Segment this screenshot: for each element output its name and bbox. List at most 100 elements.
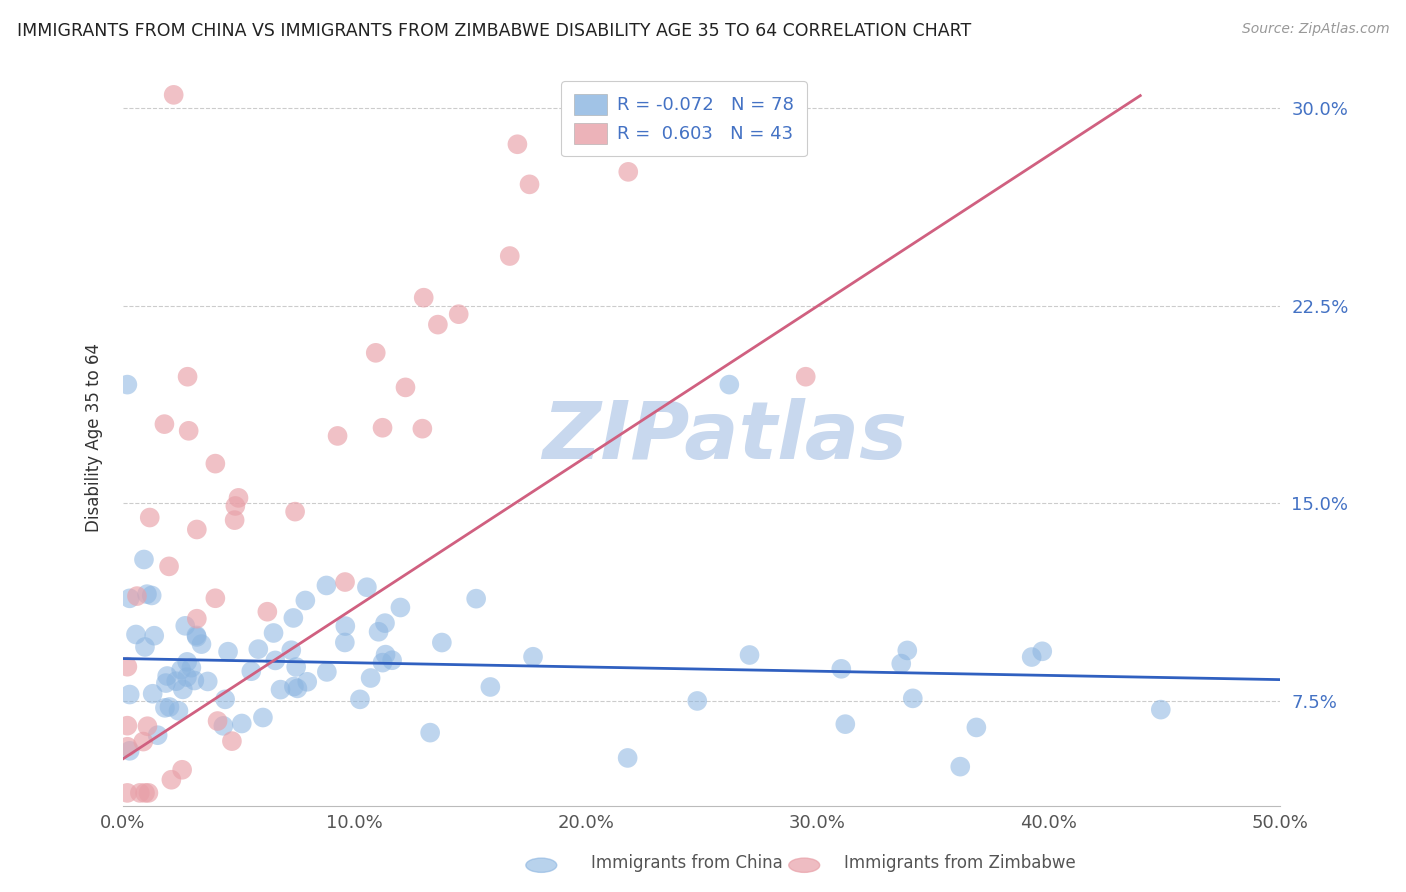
Point bbox=[285, 660, 308, 674]
Point bbox=[212, 719, 235, 733]
Point bbox=[430, 635, 453, 649]
Point bbox=[738, 648, 761, 662]
Point bbox=[186, 628, 208, 642]
Point bbox=[117, 719, 139, 733]
Point bbox=[419, 725, 441, 739]
Point bbox=[141, 589, 163, 603]
Point bbox=[465, 591, 488, 606]
Point bbox=[217, 645, 239, 659]
Point bbox=[177, 424, 200, 438]
Point bbox=[412, 291, 434, 305]
Point bbox=[1031, 644, 1053, 658]
Point bbox=[890, 657, 912, 671]
Point bbox=[117, 659, 139, 673]
Point bbox=[132, 552, 155, 566]
Point bbox=[180, 661, 202, 675]
Point bbox=[183, 673, 205, 688]
Point bbox=[447, 307, 470, 321]
Point bbox=[165, 674, 187, 689]
Point bbox=[617, 165, 640, 179]
Point bbox=[834, 717, 856, 731]
Point bbox=[360, 671, 382, 685]
Point bbox=[186, 630, 208, 644]
Point bbox=[247, 642, 270, 657]
Point bbox=[176, 655, 198, 669]
Point bbox=[118, 591, 141, 606]
Point bbox=[118, 744, 141, 758]
Point bbox=[153, 701, 176, 715]
Point bbox=[333, 574, 356, 589]
Point bbox=[224, 513, 246, 527]
Point bbox=[132, 734, 155, 748]
Point bbox=[186, 612, 208, 626]
Point bbox=[136, 587, 159, 601]
Point bbox=[686, 694, 709, 708]
Point bbox=[155, 676, 177, 690]
Point bbox=[160, 772, 183, 787]
Text: Immigrants from China: Immigrants from China bbox=[591, 855, 782, 872]
Point bbox=[965, 720, 987, 734]
Point bbox=[186, 523, 208, 537]
Point bbox=[256, 605, 278, 619]
Point bbox=[294, 593, 316, 607]
Point bbox=[326, 429, 349, 443]
Point bbox=[264, 653, 287, 667]
Point bbox=[172, 682, 194, 697]
Point bbox=[134, 786, 156, 800]
Point bbox=[411, 422, 433, 436]
Point bbox=[207, 714, 229, 728]
Point bbox=[394, 380, 416, 394]
Point bbox=[224, 499, 246, 513]
Point bbox=[204, 457, 226, 471]
Point bbox=[204, 591, 226, 606]
Point bbox=[197, 674, 219, 689]
Text: IMMIGRANTS FROM CHINA VS IMMIGRANTS FROM ZIMBABWE DISABILITY AGE 35 TO 64 CORREL: IMMIGRANTS FROM CHINA VS IMMIGRANTS FROM… bbox=[17, 22, 972, 40]
Point bbox=[214, 692, 236, 706]
Point bbox=[146, 728, 169, 742]
Point bbox=[163, 87, 186, 102]
Point bbox=[170, 663, 193, 677]
Point bbox=[896, 643, 918, 657]
Point bbox=[174, 619, 197, 633]
Point bbox=[128, 786, 150, 800]
Point bbox=[356, 580, 378, 594]
Point bbox=[371, 656, 394, 670]
Point bbox=[830, 662, 852, 676]
Point bbox=[297, 674, 319, 689]
Point bbox=[167, 704, 190, 718]
Point bbox=[117, 739, 139, 754]
Point bbox=[280, 643, 302, 657]
Point bbox=[506, 137, 529, 152]
Y-axis label: Disability Age 35 to 64: Disability Age 35 to 64 bbox=[86, 343, 103, 532]
Point bbox=[156, 669, 179, 683]
Point bbox=[228, 491, 250, 505]
Point bbox=[367, 624, 389, 639]
Point bbox=[479, 680, 502, 694]
Point bbox=[172, 763, 194, 777]
Point bbox=[364, 346, 387, 360]
Point bbox=[389, 600, 412, 615]
Point bbox=[374, 648, 396, 662]
Point bbox=[333, 635, 356, 649]
Point bbox=[794, 369, 817, 384]
Point bbox=[270, 682, 292, 697]
Point bbox=[157, 559, 180, 574]
Point bbox=[1150, 703, 1173, 717]
Legend: R = -0.072   N = 78, R =  0.603   N = 43: R = -0.072 N = 78, R = 0.603 N = 43 bbox=[561, 81, 807, 156]
Point bbox=[499, 249, 522, 263]
Point bbox=[949, 759, 972, 773]
Point bbox=[426, 318, 449, 332]
Point bbox=[136, 719, 159, 733]
Point bbox=[190, 637, 212, 651]
Point bbox=[315, 665, 337, 679]
Point bbox=[371, 421, 394, 435]
Point bbox=[283, 611, 305, 625]
Point bbox=[231, 716, 253, 731]
Point bbox=[522, 649, 544, 664]
Text: ZIPatlas: ZIPatlas bbox=[543, 399, 907, 476]
Point bbox=[153, 417, 176, 431]
Text: Immigrants from Zimbabwe: Immigrants from Zimbabwe bbox=[844, 855, 1076, 872]
Point bbox=[134, 640, 156, 654]
Point bbox=[138, 786, 160, 800]
Point bbox=[159, 700, 181, 714]
